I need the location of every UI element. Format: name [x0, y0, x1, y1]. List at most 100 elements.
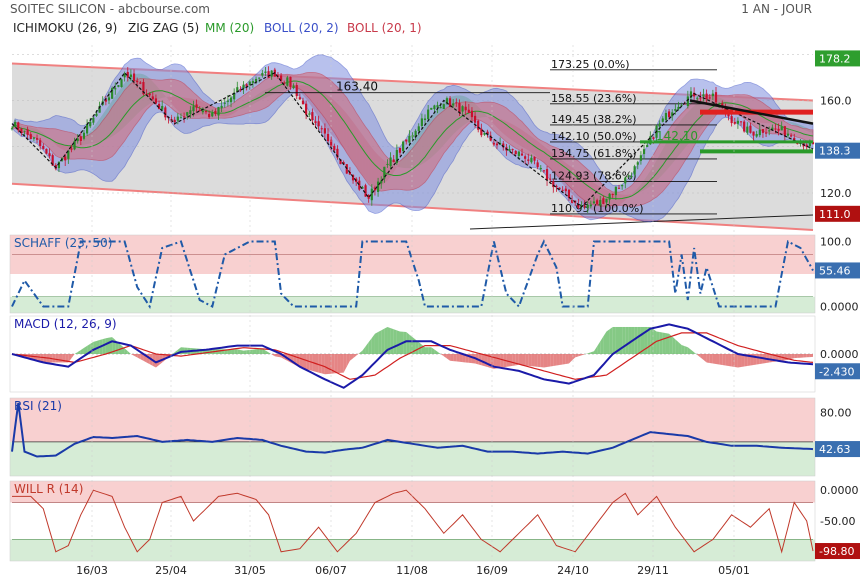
candle-body — [270, 70, 273, 77]
macd-histogram-bar — [709, 354, 713, 364]
candle-body — [433, 105, 436, 110]
candle-body — [530, 157, 533, 163]
candle-body — [161, 105, 164, 110]
price-tick-label: 160.0 — [820, 95, 852, 108]
candle-body — [511, 149, 514, 151]
candle-body — [677, 106, 680, 110]
candle-body — [599, 199, 602, 206]
candle-body — [733, 121, 736, 124]
candle-body — [423, 118, 427, 121]
candle-body — [336, 148, 339, 158]
macd-histogram-bar — [528, 354, 532, 367]
macd-histogram-bar — [568, 354, 573, 364]
macd-histogram-bar — [716, 354, 720, 365]
macd-histogram-bar — [612, 326, 616, 354]
candle-body — [736, 120, 739, 124]
macd-histogram-bar — [506, 354, 510, 367]
candle-body — [10, 128, 14, 130]
macd-histogram-bar — [384, 326, 388, 354]
trend-line-bottom — [469, 214, 814, 230]
candle-body — [564, 188, 567, 192]
candle-body — [45, 148, 48, 154]
macd-histogram-bar — [543, 354, 548, 368]
candle-body — [768, 130, 771, 132]
candle-body — [718, 103, 721, 105]
macd-histogram-bar — [134, 354, 138, 358]
candle-body — [98, 105, 101, 113]
candle-body — [367, 194, 370, 199]
candle-body — [711, 93, 714, 97]
macd-histogram-bar — [603, 331, 607, 354]
candle-body — [570, 200, 574, 203]
candle-body — [29, 134, 32, 140]
macd-histogram-bar — [434, 349, 438, 354]
candle-body — [42, 145, 45, 149]
macd-signal-line — [11, 332, 814, 380]
candle-body — [790, 135, 793, 137]
candle-body — [608, 193, 611, 200]
candle-body — [204, 111, 208, 113]
macd-histogram-bar — [637, 326, 641, 354]
tick-label: 100.0 — [820, 236, 852, 249]
zigzag-line — [11, 71, 814, 208]
candle-body — [508, 149, 511, 151]
legend-ichimoku: ICHIMOKU (26, 9) — [13, 21, 117, 35]
macd-histogram-bar — [531, 354, 535, 367]
date-tick-label: 11/08 — [396, 564, 428, 577]
candle-body — [577, 204, 580, 208]
macd-histogram-bar — [396, 330, 400, 354]
macd-histogram-bar — [231, 349, 235, 354]
candle-body — [223, 102, 226, 104]
candle-body — [236, 87, 239, 93]
candle-body — [182, 116, 186, 118]
panel-zone — [10, 296, 815, 313]
macd-histogram-bar — [747, 354, 751, 366]
macd-histogram-bar — [741, 354, 745, 368]
candle-body — [558, 187, 561, 190]
macd-histogram-bar — [234, 349, 238, 354]
macd-histogram-bar — [265, 350, 269, 354]
candle-body — [699, 97, 702, 99]
candle-body — [267, 71, 270, 78]
macd-histogram-bar — [102, 338, 106, 354]
candle-body — [470, 110, 474, 118]
panel-frame — [9, 480, 816, 562]
candle-body — [408, 135, 411, 143]
candle-body — [64, 156, 67, 161]
date-tick-label: 31/05 — [234, 564, 266, 577]
macd-histogram-bar — [443, 354, 447, 359]
macd-histogram-bar — [71, 354, 75, 359]
candle-body — [164, 107, 167, 118]
candle-body — [305, 103, 308, 115]
schaff-badge-bg — [815, 262, 860, 279]
legend-mm: MM (20) — [205, 21, 254, 35]
candle-body — [621, 185, 624, 187]
boll-20-1-band — [11, 72, 814, 207]
candle-body — [489, 135, 492, 141]
panel-zone — [10, 441, 815, 476]
macd-histogram-bar — [137, 354, 141, 360]
candle-body — [467, 109, 470, 113]
candle-body — [520, 153, 524, 156]
candle-body — [524, 156, 527, 159]
tick-label: 0.0000 — [820, 348, 859, 361]
macd-histogram-bar — [778, 354, 782, 362]
candle-body — [602, 198, 605, 204]
candle-body — [417, 126, 420, 131]
candle-body — [646, 145, 649, 147]
fib-level-label: 149.45 (38.2%) — [551, 113, 637, 126]
macd-histogram-bar — [381, 328, 385, 354]
candle-body — [239, 89, 242, 91]
tick-label: 80.00 — [820, 407, 852, 420]
candle-body — [245, 84, 248, 87]
macd-histogram-bar — [368, 337, 372, 354]
last-price-badge-bg — [815, 142, 860, 159]
candle-body — [664, 113, 668, 121]
macd-histogram-bar — [306, 354, 310, 371]
macd-histogram-bar — [127, 351, 131, 354]
candle-body — [427, 109, 430, 120]
candle-body — [126, 72, 129, 78]
fib-level-label: 134.75 (61.8%) — [551, 147, 637, 160]
candle-body — [348, 172, 352, 175]
